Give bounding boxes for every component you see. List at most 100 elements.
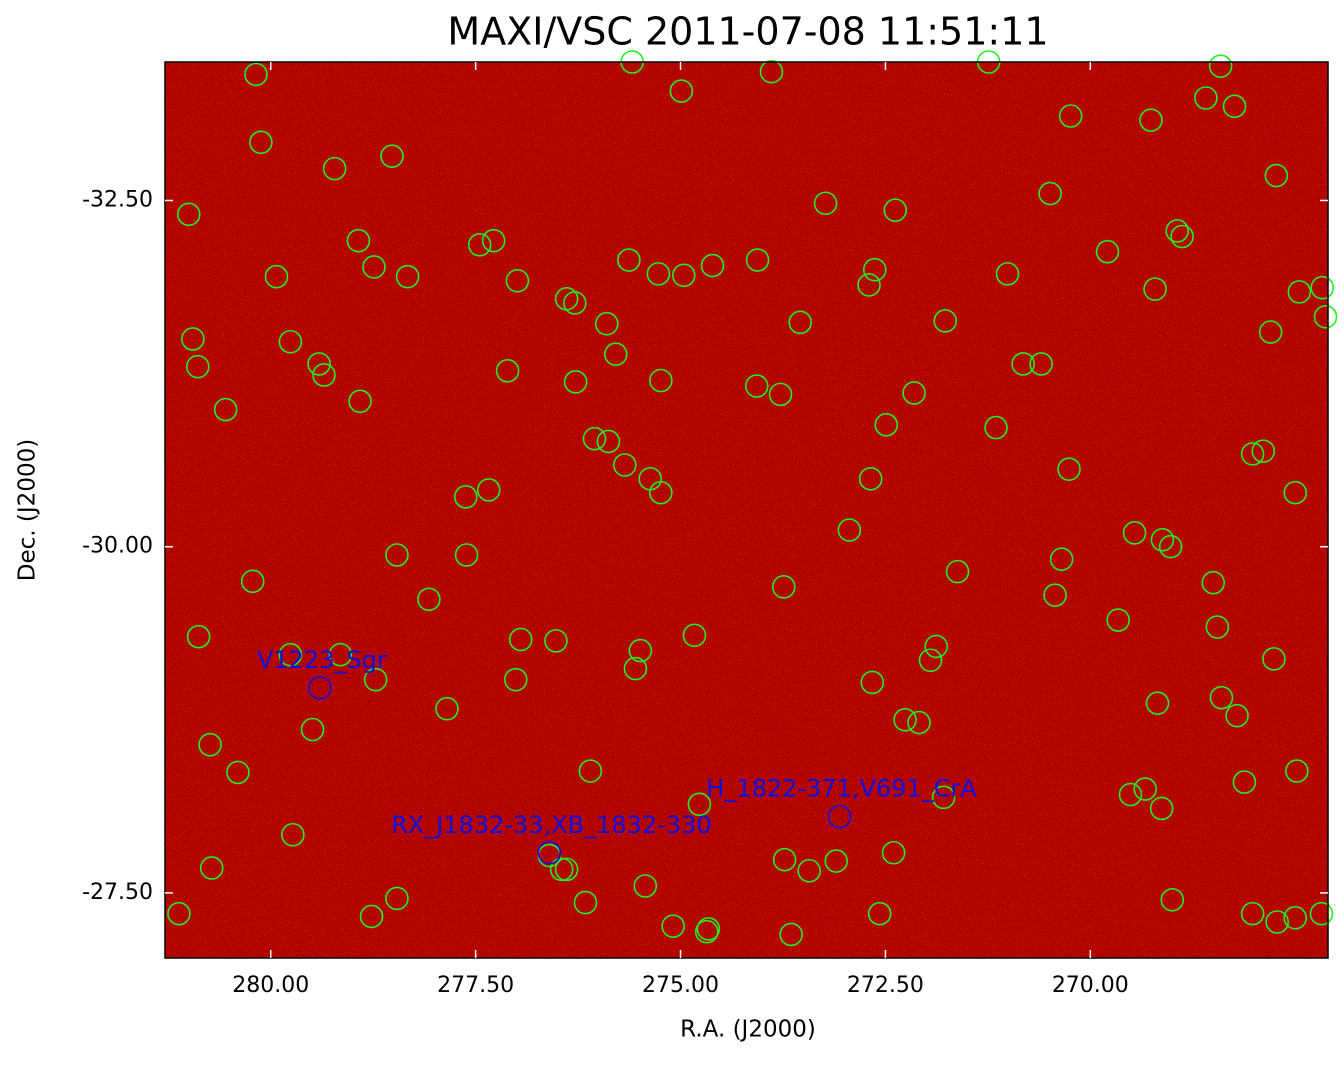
- source-marker: [312, 363, 336, 387]
- source-marker: [1262, 647, 1286, 671]
- source-marker: [772, 847, 797, 872]
- source-marker: [213, 397, 238, 422]
- source-marker: [858, 467, 883, 491]
- source-marker: [797, 858, 821, 883]
- source-marker: [837, 518, 862, 542]
- y-tick-label: -30.00: [82, 534, 153, 559]
- y-tick-label: -27.50: [82, 880, 153, 905]
- source-marker: [1145, 691, 1170, 715]
- source-marker: [563, 370, 588, 394]
- source-marker: [1201, 570, 1226, 595]
- source-marker: [633, 874, 658, 898]
- source-marker: [1194, 86, 1218, 110]
- source-marker: [385, 886, 409, 911]
- source-marker: [1143, 277, 1167, 301]
- x-tick-label: 280.00: [232, 973, 309, 998]
- source-marker: [454, 543, 479, 567]
- source-marker: [176, 202, 201, 227]
- source-marker: [328, 642, 353, 667]
- source-marker: [281, 822, 305, 847]
- source-marker: [307, 352, 331, 376]
- source-marker: [1287, 280, 1312, 304]
- source-marker: [1251, 439, 1276, 463]
- source-marker: [582, 426, 607, 451]
- source-marker: [646, 262, 671, 286]
- source-marker: [759, 59, 784, 84]
- source-marker: [562, 291, 587, 315]
- source-marker: [1232, 770, 1257, 794]
- source-marker: [649, 480, 673, 505]
- source-marker: [435, 696, 459, 721]
- source-marker: [694, 919, 719, 944]
- source-marker: [481, 228, 506, 253]
- source-marker: [893, 708, 917, 732]
- source-marker: [1285, 759, 1309, 783]
- source-marker: [1122, 521, 1147, 545]
- named-source-marker: [827, 804, 852, 829]
- source-marker: [1160, 888, 1185, 912]
- source-marker: [495, 359, 520, 383]
- source-marker: [505, 269, 530, 293]
- source-marker: [682, 623, 707, 648]
- source-marker: [1225, 703, 1249, 728]
- source-marker: [995, 262, 1020, 286]
- y-tick-label: -32.50: [82, 187, 153, 212]
- source-marker: [453, 485, 478, 509]
- source-marker: [1310, 275, 1335, 300]
- source-marker: [649, 368, 673, 393]
- source-marker: [779, 922, 803, 947]
- source-marker: [503, 667, 528, 692]
- x-tick-label: 275.00: [642, 973, 719, 998]
- source-marker: [924, 634, 949, 659]
- source-marker: [476, 478, 501, 502]
- source-marker: [596, 429, 621, 454]
- source-marker: [860, 670, 885, 695]
- source-marker: [669, 79, 694, 103]
- source-marker: [672, 263, 696, 288]
- source-marker: [1043, 583, 1067, 607]
- source-marker: [931, 785, 956, 810]
- source-marker: [881, 840, 906, 865]
- source-marker: [984, 415, 1008, 440]
- source-marker: [1029, 352, 1053, 376]
- source-marker: [417, 587, 441, 612]
- x-tick-label: 270.00: [1052, 973, 1129, 998]
- source-label: H_1822-371,V691_CrA: [706, 775, 977, 803]
- source-marker: [198, 732, 222, 757]
- named-source-marker: [537, 840, 562, 865]
- source-marker: [240, 569, 265, 594]
- source-marker: [1240, 442, 1265, 466]
- source-marker: [918, 648, 943, 673]
- source-marker: [768, 382, 793, 407]
- source-marker: [508, 627, 533, 652]
- source-marker: [696, 917, 721, 941]
- source-marker: [395, 264, 420, 289]
- source-marker: [264, 264, 289, 289]
- source-marker: [363, 667, 388, 692]
- source-marker: [603, 342, 628, 367]
- source-marker: [181, 327, 205, 351]
- source-marker: [824, 849, 849, 873]
- source-marker: [1149, 796, 1174, 821]
- source-marker: [1170, 224, 1194, 249]
- source-marker: [544, 629, 568, 653]
- source-marker: [687, 792, 712, 817]
- source-marker: [1209, 685, 1234, 710]
- source-marker: [862, 257, 887, 282]
- source-marker: [628, 638, 653, 663]
- source-marker: [594, 311, 619, 336]
- plot-frame: [164, 61, 1329, 959]
- source-marker: [186, 624, 211, 649]
- source-marker: [199, 856, 224, 880]
- chart-title: MAXI/VSC 2011-07-08 11:51:11: [447, 10, 1048, 54]
- source-marker: [857, 273, 881, 297]
- source-marker: [1049, 547, 1074, 571]
- source-marker: [554, 857, 579, 882]
- source-marker: [278, 329, 303, 354]
- source-marker: [1095, 239, 1120, 264]
- source-marker: [348, 389, 372, 414]
- source-marker: [278, 642, 303, 667]
- x-tick-label: 277.50: [437, 973, 514, 998]
- source-marker: [467, 233, 492, 257]
